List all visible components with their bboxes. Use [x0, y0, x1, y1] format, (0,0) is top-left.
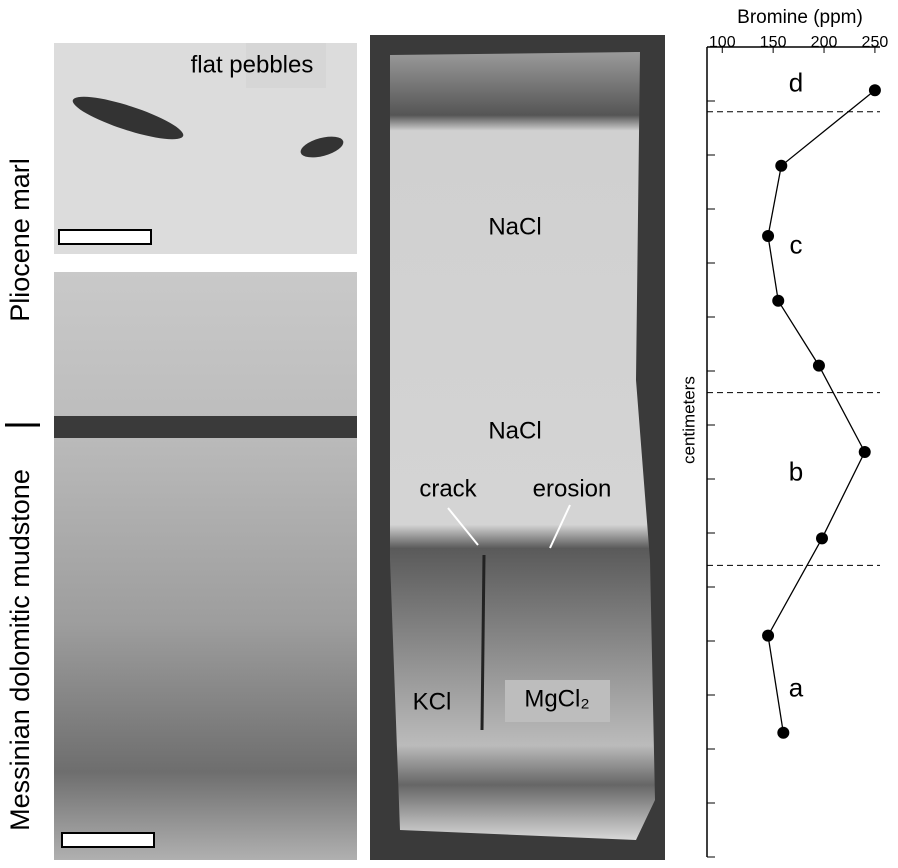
dark-band	[54, 416, 357, 438]
data-point	[762, 230, 774, 242]
scale-bar	[62, 833, 154, 847]
data-point	[869, 84, 881, 96]
scale-bar	[59, 230, 151, 244]
label: NaCl	[488, 417, 541, 444]
figure: flat pebbles Pliocene marl Messinian dol…	[0, 0, 898, 863]
y-axis-label: centimeters	[679, 376, 698, 464]
data-point	[816, 532, 828, 544]
x-tick-label: 200	[811, 34, 838, 51]
zone-label: c	[790, 230, 803, 260]
x-axis-label: Bromine (ppm)	[737, 7, 863, 28]
data-point	[772, 295, 784, 307]
zone-label: a	[789, 672, 804, 702]
data-point	[859, 446, 871, 458]
data-point	[813, 360, 825, 372]
label: NaCl	[488, 213, 541, 240]
data-point	[775, 160, 787, 172]
x-tick-label: 250	[862, 34, 889, 51]
crack-line	[482, 555, 484, 730]
x-tick-label: 100	[709, 34, 736, 51]
label: crack	[419, 475, 477, 502]
data-point	[777, 727, 789, 739]
label: flat pebbles	[191, 51, 314, 78]
data-point	[762, 630, 774, 642]
photo-mudstone	[54, 272, 357, 860]
label: Pliocene marl	[5, 158, 35, 322]
x-tick-label: 150	[760, 34, 787, 51]
label: Messinian dolomitic mudstone	[5, 469, 35, 831]
zone-label: d	[789, 68, 803, 98]
label: erosion	[533, 475, 612, 502]
zone-label: b	[789, 456, 803, 486]
data-line	[768, 90, 875, 733]
label: MgCl₂	[524, 685, 589, 712]
label: KCl	[413, 688, 452, 715]
